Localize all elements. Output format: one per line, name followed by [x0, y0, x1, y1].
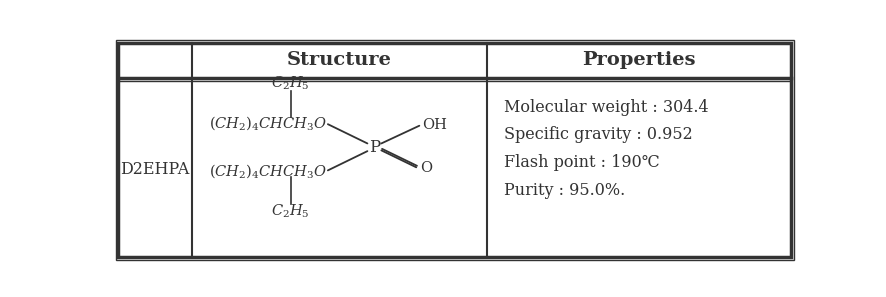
Text: D2EHPA: D2EHPA — [120, 161, 190, 178]
Text: Molecular weight : 304.4: Molecular weight : 304.4 — [503, 99, 708, 116]
Text: $C_2H_5$: $C_2H_5$ — [271, 75, 309, 92]
Text: $(CH_2)_4CHCH_3O$: $(CH_2)_4CHCH_3O$ — [208, 115, 326, 132]
Text: OH: OH — [422, 118, 447, 132]
Text: $(CH_2)_4CHCH_3O$: $(CH_2)_4CHCH_3O$ — [208, 162, 326, 180]
Text: P: P — [369, 139, 379, 156]
Text: Specific gravity : 0.952: Specific gravity : 0.952 — [503, 127, 692, 143]
Text: Purity : 95.0%.: Purity : 95.0%. — [503, 182, 625, 199]
Text: Structure: Structure — [287, 51, 392, 69]
Text: Flash point : 190℃: Flash point : 190℃ — [503, 154, 658, 171]
Text: Properties: Properties — [581, 51, 695, 69]
Text: O: O — [420, 161, 431, 175]
Text: $C_2H_5$: $C_2H_5$ — [271, 203, 309, 220]
